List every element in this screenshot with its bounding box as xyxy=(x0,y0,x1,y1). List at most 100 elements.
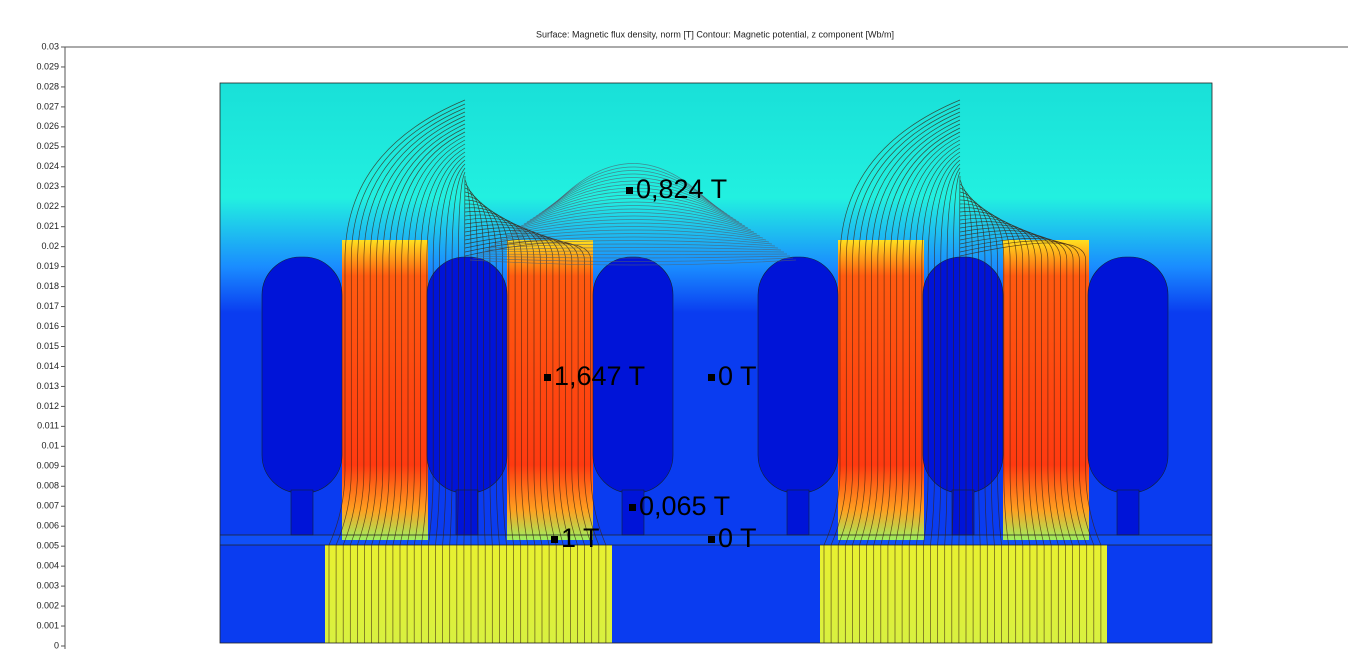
slot-neck xyxy=(786,489,810,536)
contour xyxy=(923,155,961,643)
contour xyxy=(464,183,479,643)
contour xyxy=(526,198,740,223)
y-tick-label: 0.01 xyxy=(41,441,59,451)
y-tick-label: 0.014 xyxy=(36,361,59,371)
contour xyxy=(959,235,1080,643)
contour xyxy=(481,250,785,253)
contour xyxy=(475,255,791,259)
contour xyxy=(958,175,961,643)
contour xyxy=(514,212,752,231)
contour xyxy=(544,177,722,211)
contour xyxy=(520,205,746,227)
y-tick-label: 0.012 xyxy=(36,401,59,411)
y-tick-label: 0.007 xyxy=(36,501,59,511)
contour xyxy=(844,111,961,643)
y-tick-label: 0.019 xyxy=(36,261,59,271)
contour xyxy=(959,187,981,643)
contour xyxy=(442,163,466,643)
contour xyxy=(464,224,557,643)
contour xyxy=(499,229,767,241)
contour xyxy=(428,155,466,643)
y-tick-label: 0.02 xyxy=(41,241,59,251)
contour xyxy=(449,167,466,643)
y-tick-label: 0.004 xyxy=(36,561,59,571)
y-tick-label: 0.017 xyxy=(36,301,59,311)
contour xyxy=(464,203,514,643)
contour xyxy=(349,111,466,643)
contour xyxy=(392,135,466,643)
contour xyxy=(959,221,1045,643)
y-tick-label: 0.008 xyxy=(36,481,59,491)
contour xyxy=(490,240,776,247)
contour xyxy=(830,103,961,643)
contour xyxy=(502,226,764,239)
contour xyxy=(493,236,773,245)
y-tick-label: 0.025 xyxy=(36,141,59,151)
contour xyxy=(357,115,466,643)
contour xyxy=(959,232,1073,643)
contour xyxy=(464,199,507,643)
contour xyxy=(511,215,755,233)
slot-neck xyxy=(290,489,314,536)
contour xyxy=(959,195,995,643)
contour xyxy=(959,224,1052,643)
contour xyxy=(915,151,961,643)
contour xyxy=(472,257,794,262)
contour xyxy=(517,208,749,229)
contour xyxy=(435,159,466,643)
contour xyxy=(959,238,1088,643)
contour xyxy=(364,119,466,643)
contour xyxy=(505,222,761,237)
slot-neck xyxy=(455,489,479,536)
contour xyxy=(371,123,466,643)
contour xyxy=(553,166,713,205)
contour xyxy=(478,253,788,255)
contour xyxy=(496,233,770,243)
contour xyxy=(901,143,961,643)
chart-title: Surface: Magnetic flux density, norm [T]… xyxy=(536,29,894,39)
contour xyxy=(413,147,466,643)
probe-label: 1,647 T xyxy=(554,361,645,391)
y-tick-label: 0.021 xyxy=(36,221,59,231)
probe-marker xyxy=(551,536,558,543)
y-tick-label: 0.016 xyxy=(36,321,59,331)
slot xyxy=(261,256,343,494)
probe-marker xyxy=(708,374,715,381)
probe-marker xyxy=(626,187,633,194)
contour xyxy=(959,203,1009,643)
y-tick-label: 0.027 xyxy=(36,101,59,111)
contour xyxy=(908,147,961,643)
contour xyxy=(399,139,466,643)
magnet xyxy=(325,545,612,643)
y-tick-label: 0.029 xyxy=(36,61,59,71)
contour xyxy=(464,207,522,643)
slot xyxy=(426,256,508,494)
tooth xyxy=(342,240,428,540)
contour xyxy=(859,119,961,643)
probe-label: 0 T xyxy=(718,523,757,553)
y-tick-label: 0.006 xyxy=(36,521,59,531)
contour xyxy=(529,194,737,221)
contour xyxy=(823,99,961,643)
probe-label: 0,065 T xyxy=(639,491,730,521)
y-tick-label: 0.009 xyxy=(36,461,59,471)
contour xyxy=(463,175,466,643)
contour xyxy=(484,247,782,251)
contour xyxy=(866,123,961,643)
contour xyxy=(894,139,961,643)
y-tick-label: 0.03 xyxy=(41,41,59,51)
y-tick-label: 0.024 xyxy=(36,161,59,171)
contour xyxy=(959,217,1038,643)
y-tick-label: 0 xyxy=(54,640,59,649)
contour xyxy=(959,230,1066,643)
contour xyxy=(837,107,961,643)
contour xyxy=(464,240,600,643)
contour xyxy=(464,227,564,643)
magnet xyxy=(820,545,1107,643)
y-tick-label: 0.022 xyxy=(36,201,59,211)
probe-label: 0,824 T xyxy=(636,174,727,204)
contour xyxy=(556,163,710,203)
field-border xyxy=(219,82,1213,644)
y-tick-label: 0.003 xyxy=(36,580,59,590)
